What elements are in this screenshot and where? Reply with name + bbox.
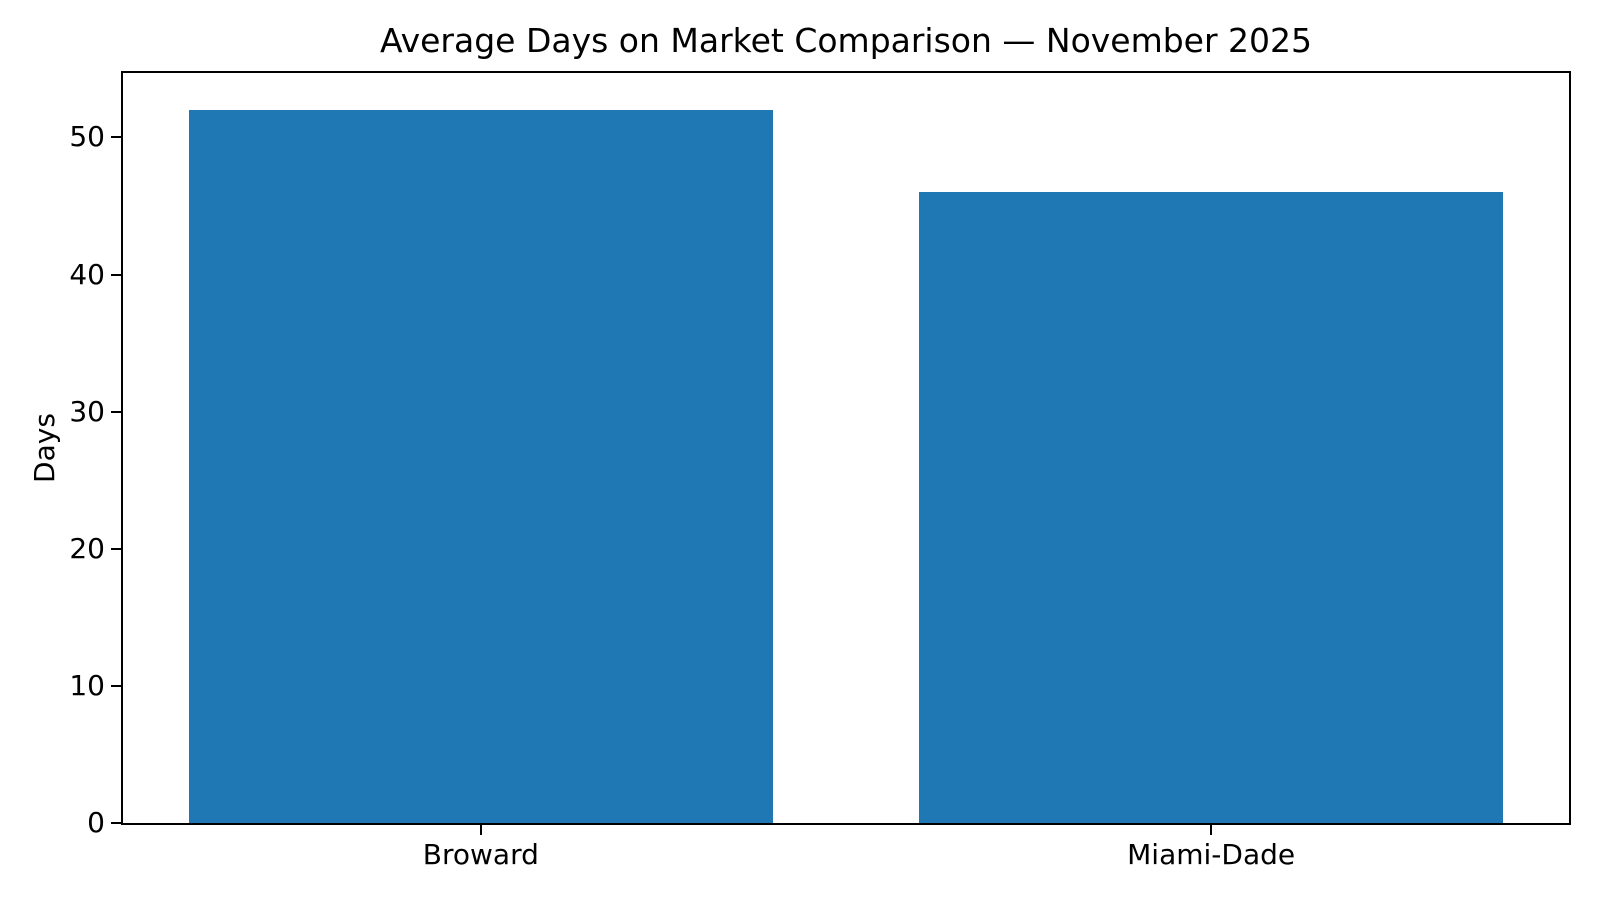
- x-tick-label-broward: Broward: [422, 838, 539, 871]
- y-tick-label: 40: [69, 257, 105, 291]
- bar-miami-dade: [919, 192, 1504, 823]
- y-tick-mark: [111, 822, 121, 824]
- y-tick-label: 30: [69, 394, 105, 428]
- x-tick-mark: [479, 825, 482, 835]
- y-tick-mark: [111, 684, 121, 687]
- bar-broward: [188, 110, 773, 823]
- y-tick-mark: [111, 410, 121, 413]
- y-tick-mark: [111, 136, 121, 139]
- y-tick-mark: [111, 273, 121, 276]
- x-tick-label-miami-dade: Miami-Dade: [1127, 838, 1296, 871]
- y-tick-label: 50: [69, 120, 105, 154]
- y-tick-mark: [111, 547, 121, 550]
- y-tick-label: 0: [87, 806, 105, 839]
- x-tick-mark: [1210, 825, 1213, 835]
- y-tick-label: 20: [69, 531, 105, 565]
- chart-title: Average Days on Market Comparison — Nove…: [379, 21, 1313, 60]
- y-tick-label: 10: [69, 668, 105, 702]
